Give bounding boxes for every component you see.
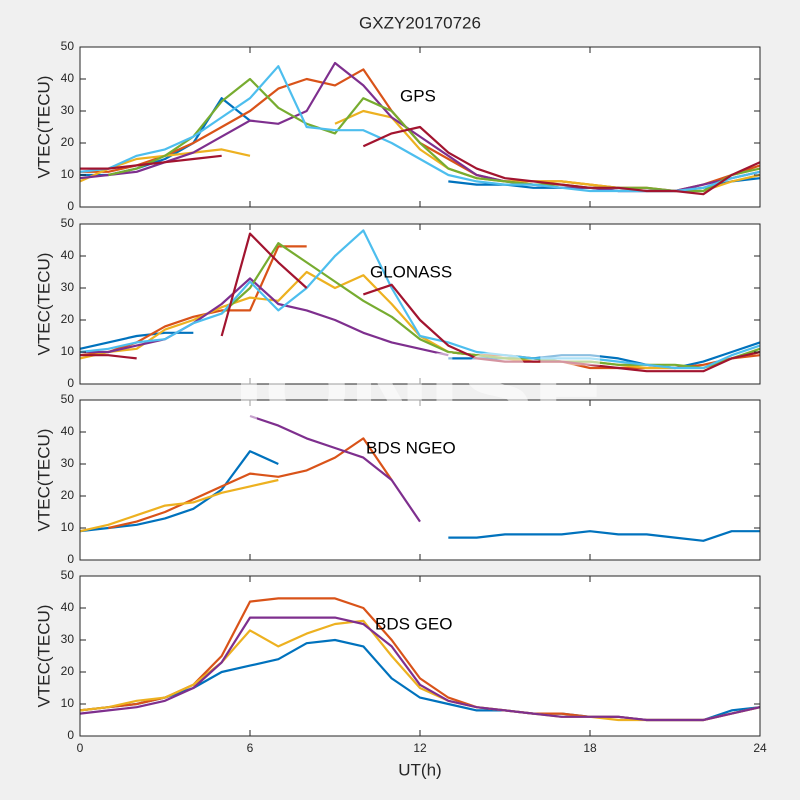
y-tick-label: 0: [67, 552, 74, 566]
y-tick-label: 0: [67, 199, 74, 213]
lines: [79, 414, 760, 542]
axes-area: [80, 224, 760, 384]
watermark: IONISE: [234, 330, 607, 453]
y-tick-label: 40: [61, 424, 75, 438]
lines: [79, 597, 761, 722]
subplot: 0 10 20 30 40 50 VTEC(TECU) GLONASS: [34, 216, 761, 390]
x-axis-label: UT(h): [398, 760, 441, 779]
plots: 0 10 20 30 40 50 VTEC(TECU) GPS 0 10 20 30 40 50 VTEC(…: [34, 39, 767, 755]
series-line: [80, 125, 761, 196]
series-line: [79, 229, 761, 370]
y-tick-label: 20: [61, 488, 75, 502]
y-tick-label: 10: [61, 520, 75, 534]
y-tick-label: 40: [61, 71, 75, 85]
series-line: [249, 414, 421, 523]
y-tick-label: 50: [61, 216, 75, 230]
annotation: GPS: [400, 86, 436, 105]
y-tick-label: 40: [61, 248, 75, 262]
y-tick-label: 40: [61, 600, 75, 614]
y-tick-label: 50: [61, 39, 75, 53]
y-tick-label: 20: [61, 664, 75, 678]
series-line: [220, 242, 761, 370]
subplot: 0 10 20 30 40 50 0 6 12 18 24 VTEC(TECU) BDS GEO: [34, 568, 767, 755]
x-tick-label: 12: [413, 741, 427, 755]
series-line: [79, 478, 279, 533]
y-tick-label: 20: [61, 135, 75, 149]
subplot: 0 10 20 30 40 50 VTEC(TECU) BDS NGEO: [34, 392, 761, 566]
x-tick-label: 24: [753, 741, 767, 755]
y-tick-label: 30: [61, 103, 75, 117]
series-line: [80, 277, 449, 357]
y-tick-label: 30: [61, 280, 75, 294]
x-tick-label: 0: [77, 741, 84, 755]
annotation: BDS GEO: [375, 614, 452, 633]
y-axis-label: VTEC(TECU): [34, 605, 53, 708]
y-tick-label: 10: [61, 696, 75, 710]
y-tick-label: 0: [67, 376, 74, 390]
y-tick-label: 10: [61, 344, 75, 358]
subplot: 0 10 20 30 40 50 VTEC(TECU) GPS: [34, 39, 761, 213]
y-tick-label: 0: [67, 728, 74, 742]
figure-title: GXZY20170726: [359, 13, 481, 32]
lines: [79, 229, 761, 373]
series-line: [108, 77, 761, 193]
annotation: GLONASS: [370, 262, 452, 281]
y-tick-label: 20: [61, 312, 75, 326]
lines: [79, 61, 761, 196]
axes-area: [80, 576, 760, 736]
x-tick-label: 6: [247, 741, 254, 755]
y-axis-label: VTEC(TECU): [34, 429, 53, 532]
y-tick-label: 30: [61, 632, 75, 646]
y-tick-label: 50: [61, 568, 75, 582]
x-tick-label: 18: [583, 741, 597, 755]
y-axis-label: VTEC(TECU): [34, 253, 53, 356]
y-tick-label: 30: [61, 456, 75, 470]
y-tick-label: 50: [61, 392, 75, 406]
y-axis-label: VTEC(TECU): [34, 76, 53, 179]
series-line: [79, 616, 761, 722]
series-line: [80, 232, 761, 373]
annotation: BDS NGEO: [366, 438, 456, 457]
y-tick-label: 10: [61, 167, 75, 181]
